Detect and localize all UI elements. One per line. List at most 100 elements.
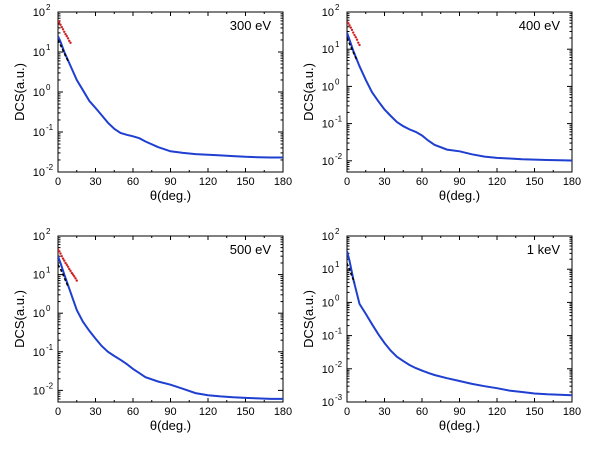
x-tick-label: 30 xyxy=(89,176,101,188)
series-line-3 xyxy=(347,37,358,61)
y-tick-exponent: -1 xyxy=(335,115,343,124)
x-tick-label: 0 xyxy=(344,176,350,188)
data-point xyxy=(63,259,66,262)
y-tick-label: 10 xyxy=(322,397,334,409)
data-point xyxy=(74,277,77,280)
series-line-2 xyxy=(347,263,356,283)
data-point xyxy=(61,257,65,260)
series-line-1 xyxy=(58,255,283,400)
x-tick-label: 30 xyxy=(378,406,390,418)
y-tick-label: 10 xyxy=(33,270,45,282)
x-tick-label: 150 xyxy=(236,406,254,418)
y-tick-exponent: -1 xyxy=(46,123,54,132)
x-tick-label: 60 xyxy=(127,406,139,418)
x-tick-label: 120 xyxy=(488,406,506,418)
data-point xyxy=(58,248,60,251)
x-tick-label: 150 xyxy=(525,176,543,188)
data-point xyxy=(64,261,67,265)
data-point xyxy=(71,273,75,276)
y-tick-exponent: 1 xyxy=(46,43,51,52)
series-line-3 xyxy=(58,39,69,62)
data-point xyxy=(75,279,78,282)
y-tick-label: 10 xyxy=(33,127,45,139)
panel-energy-label: 500 eV xyxy=(230,242,272,257)
y-tick-exponent: 1 xyxy=(335,260,340,269)
x-tick-label: 60 xyxy=(416,406,428,418)
y-tick-label: 10 xyxy=(33,47,45,59)
y-tick-label: 10 xyxy=(322,364,334,376)
data-point xyxy=(60,25,63,29)
x-tick-label: 120 xyxy=(488,176,506,188)
x-tick-label: 90 xyxy=(453,406,465,418)
y-tick-label: 10 xyxy=(33,167,45,179)
y-tick-exponent: -2 xyxy=(335,360,343,369)
data-point xyxy=(353,33,356,37)
x-tick-label: 180 xyxy=(274,176,292,188)
data-point xyxy=(358,43,361,47)
y-tick-label: 10 xyxy=(33,87,45,99)
y-tick-label: 10 xyxy=(33,231,45,243)
y-tick-exponent: -2 xyxy=(46,163,54,172)
y-tick-label: 10 xyxy=(322,7,334,19)
data-point xyxy=(60,254,63,258)
y-tick-label: 10 xyxy=(322,231,334,243)
data-point xyxy=(357,41,360,44)
data-point xyxy=(63,30,66,33)
data-point xyxy=(64,32,67,36)
y-tick-label: 10 xyxy=(322,156,334,168)
series-dots-2 xyxy=(58,19,72,44)
y-tick-label: 10 xyxy=(322,297,334,309)
y-tick-label: 10 xyxy=(322,44,334,56)
x-tick-label: 60 xyxy=(127,176,139,188)
y-tick-exponent: 0 xyxy=(46,83,51,92)
data-point xyxy=(66,37,70,40)
x-tick-label: 0 xyxy=(55,176,61,188)
x-tick-label: 60 xyxy=(416,176,428,188)
data-point xyxy=(65,34,68,38)
y-tick-label: 10 xyxy=(322,81,334,93)
data-point xyxy=(65,263,68,266)
data-point xyxy=(350,28,354,32)
series-line-1 xyxy=(347,250,572,397)
y-axis-label: DCS(a.u.) xyxy=(301,290,316,348)
series-dots-2 xyxy=(347,20,361,47)
y-tick-exponent: -1 xyxy=(335,327,343,336)
y-tick-label: 10 xyxy=(322,331,334,343)
y-tick-label: 10 xyxy=(33,385,45,397)
series-line-1 xyxy=(58,35,283,159)
y-tick-label: 10 xyxy=(33,308,45,320)
plot-frame xyxy=(57,235,284,403)
x-tick-label: 0 xyxy=(55,406,61,418)
data-point xyxy=(73,275,76,278)
y-axis-label: DCS(a.u.) xyxy=(12,63,27,121)
y-tick-exponent: -2 xyxy=(335,152,343,161)
x-tick-label: 150 xyxy=(525,406,543,418)
plot-frame xyxy=(346,11,573,173)
x-tick-label: 180 xyxy=(274,406,292,418)
data-point xyxy=(58,21,61,24)
x-axis-label: θ(deg.) xyxy=(150,418,191,433)
y-tick-label: 10 xyxy=(33,7,45,19)
data-point xyxy=(348,24,351,27)
series-dots-2 xyxy=(58,248,78,282)
plot-frame xyxy=(346,235,573,403)
x-tick-label: 150 xyxy=(236,176,254,188)
y-tick-exponent: 2 xyxy=(46,3,51,12)
x-tick-label: 90 xyxy=(453,176,465,188)
y-axis-label: DCS(a.u.) xyxy=(301,63,316,121)
x-tick-label: 180 xyxy=(563,176,581,188)
data-point xyxy=(59,23,62,26)
x-tick-label: 0 xyxy=(344,406,350,418)
x-tick-label: 120 xyxy=(199,406,217,418)
y-axis-label: DCS(a.u.) xyxy=(12,290,27,348)
y-tick-exponent: 1 xyxy=(46,266,51,275)
y-tick-exponent: -1 xyxy=(46,343,54,352)
data-point xyxy=(59,252,62,255)
y-tick-label: 10 xyxy=(322,119,334,131)
y-tick-label: 10 xyxy=(33,347,45,359)
data-point xyxy=(355,38,359,41)
